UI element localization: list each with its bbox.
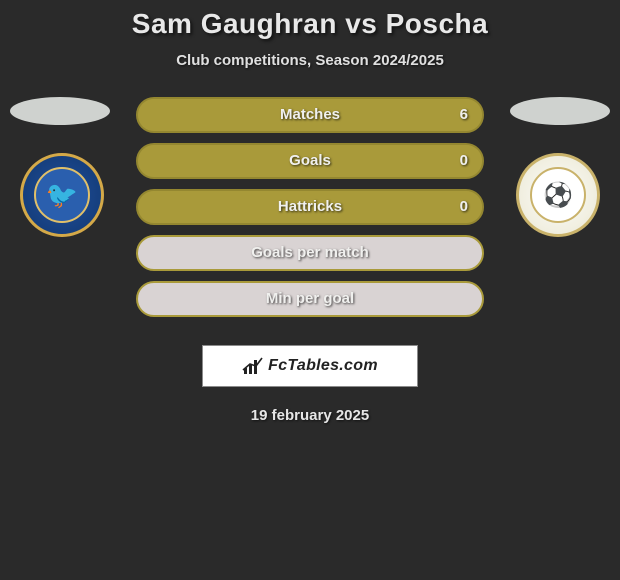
stat-label: Goals per match: [138, 237, 482, 269]
player-marker-left: [10, 97, 110, 125]
stat-value-right: 6: [460, 99, 468, 131]
bird-icon: 🐦: [34, 167, 90, 223]
stat-bar: Matches6: [136, 97, 484, 133]
stat-value-right: 0: [460, 191, 468, 223]
stat-label: Min per goal: [138, 283, 482, 315]
stats-area: 🐦 ⚽ Matches6Goals0Hattricks0Goals per ma…: [0, 97, 620, 327]
stat-bar: Goals0: [136, 143, 484, 179]
page-title: Sam Gaughran vs Poscha: [0, 8, 620, 40]
brand-logo-icon: [242, 356, 264, 376]
stat-bar: Min per goal: [136, 281, 484, 317]
infographic-container: Sam Gaughran vs Poscha Club competitions…: [0, 0, 620, 424]
club-crest-left: 🐦: [20, 153, 104, 237]
stat-value-right: 0: [460, 145, 468, 177]
brand-text: FcTables.com: [268, 357, 378, 375]
page-subtitle: Club competitions, Season 2024/2025: [0, 52, 620, 69]
club-crest-right: ⚽: [516, 153, 600, 237]
crest-icon: ⚽: [530, 167, 586, 223]
date-line: 19 february 2025: [0, 407, 620, 424]
brand-box: FcTables.com: [202, 345, 418, 387]
stat-bars: Matches6Goals0Hattricks0Goals per matchM…: [136, 97, 484, 327]
stat-label: Matches: [138, 99, 482, 131]
stat-bar: Goals per match: [136, 235, 484, 271]
stat-label: Goals: [138, 145, 482, 177]
stat-bar: Hattricks0: [136, 189, 484, 225]
stat-label: Hattricks: [138, 191, 482, 223]
player-marker-right: [510, 97, 610, 125]
